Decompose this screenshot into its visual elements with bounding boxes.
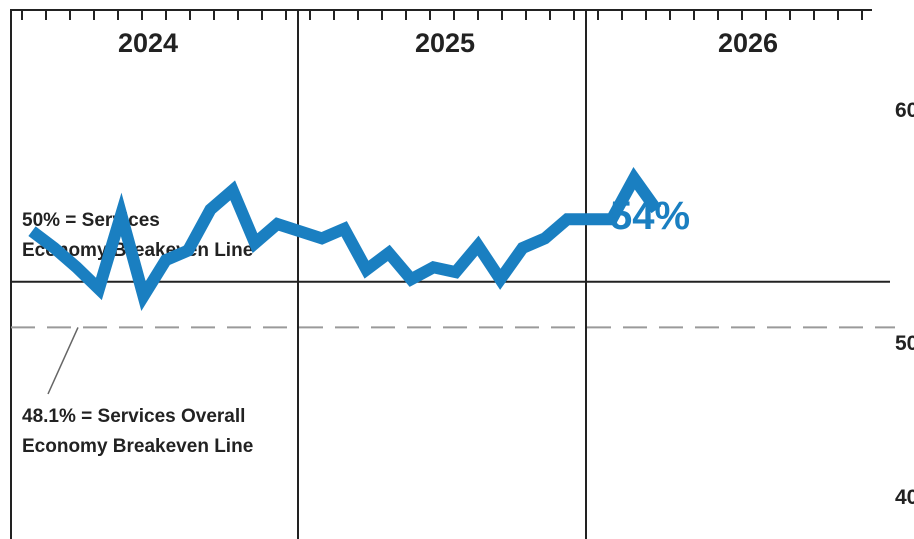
series-points [31, 178, 657, 297]
y-tick-label-40: 40 [895, 486, 914, 509]
latest-value-callout: 54% [610, 194, 690, 238]
month-ticks [21, 10, 863, 20]
year-label-2024: 2024 [118, 28, 178, 58]
year-label-2025: 2025 [415, 28, 475, 58]
annotation-overall-line-2: Economy Breakeven Line [22, 436, 253, 457]
annotation-leader-line [47, 327, 79, 395]
annotation-services-line-1: 50% = Services [22, 210, 160, 231]
year-label-2026: 2026 [718, 28, 778, 58]
series-line [28, 167, 662, 311]
y-tick-label-60: 60 [895, 99, 914, 122]
y-tick-label-50: 50 [895, 332, 914, 355]
annotation-overall-line-1: 48.1% = Services Overall [22, 406, 245, 427]
